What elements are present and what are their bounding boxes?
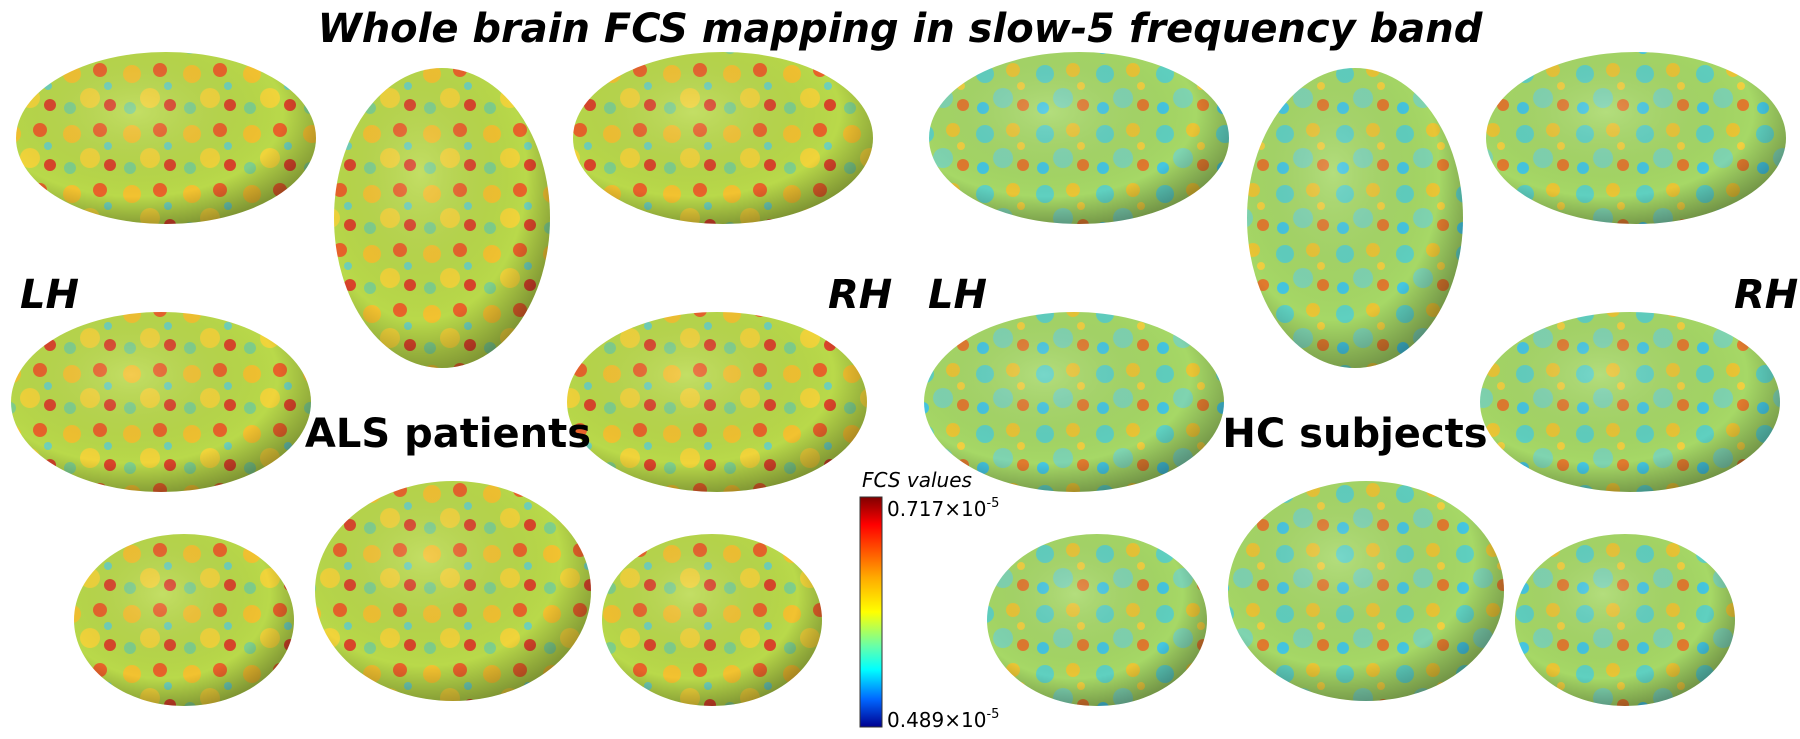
hemisphere-label: RH xyxy=(1734,272,1798,318)
group-label: ALS patients xyxy=(305,411,591,457)
colorbar-max-label: 0.717×10-5 xyxy=(887,496,999,521)
mantissa: 0.489×10 xyxy=(887,708,986,732)
colorbar-title: FCS values xyxy=(862,468,972,492)
group-label: HC subjects xyxy=(1222,411,1487,457)
hemisphere-label: LH xyxy=(20,272,79,318)
hc-brain-renderings xyxy=(924,52,1786,706)
mantissa: 0.717×10 xyxy=(887,497,986,521)
exponent: -5 xyxy=(986,496,999,511)
als-brain-renderings xyxy=(11,52,873,706)
colorbar-min-label: 0.489×10-5 xyxy=(887,707,999,732)
hemisphere-label: LH xyxy=(928,272,987,318)
figure-title: Whole brain FCS mapping in slow-5 freque… xyxy=(318,6,1483,52)
hemisphere-label: RH xyxy=(828,272,892,318)
exponent: -5 xyxy=(986,707,999,722)
colorbar xyxy=(859,496,883,728)
